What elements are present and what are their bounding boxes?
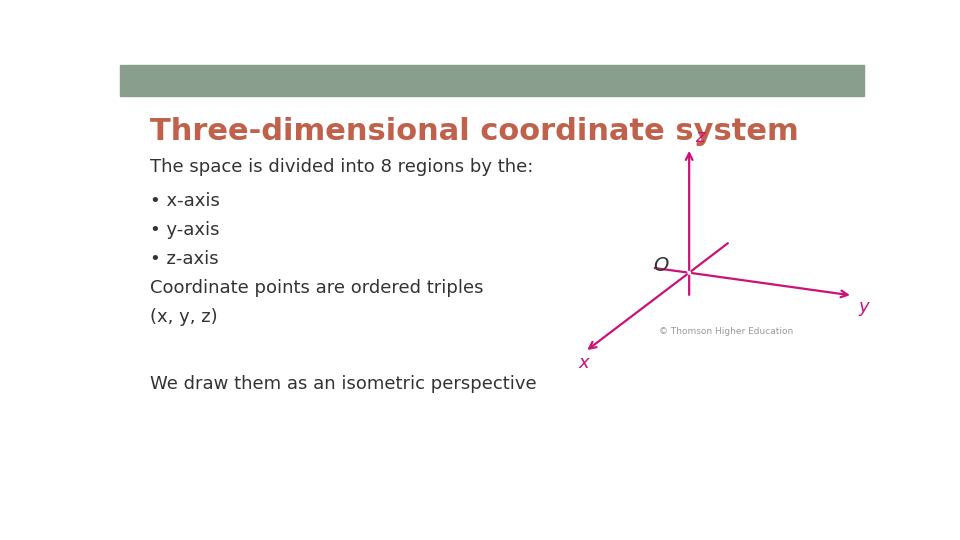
Text: (x, y, z): (x, y, z)	[150, 308, 217, 326]
Text: y: y	[859, 298, 870, 316]
Text: • x-axis: • x-axis	[150, 192, 220, 210]
Text: Three-dimensional coordinate system: Three-dimensional coordinate system	[150, 117, 799, 146]
Text: Coordinate points are ordered triples: Coordinate points are ordered triples	[150, 279, 483, 297]
Text: • y-axis: • y-axis	[150, 221, 219, 239]
Text: z: z	[695, 128, 705, 146]
Text: © Thomson Higher Education: © Thomson Higher Education	[660, 327, 794, 336]
Text: We draw them as an isometric perspective: We draw them as an isometric perspective	[150, 375, 537, 393]
Text: x: x	[578, 354, 588, 372]
Text: The space is divided into 8 regions by the:: The space is divided into 8 regions by t…	[150, 158, 533, 177]
Bar	[120, 65, 864, 96]
Text: • z-axis: • z-axis	[150, 250, 218, 268]
Text: O: O	[653, 256, 668, 275]
